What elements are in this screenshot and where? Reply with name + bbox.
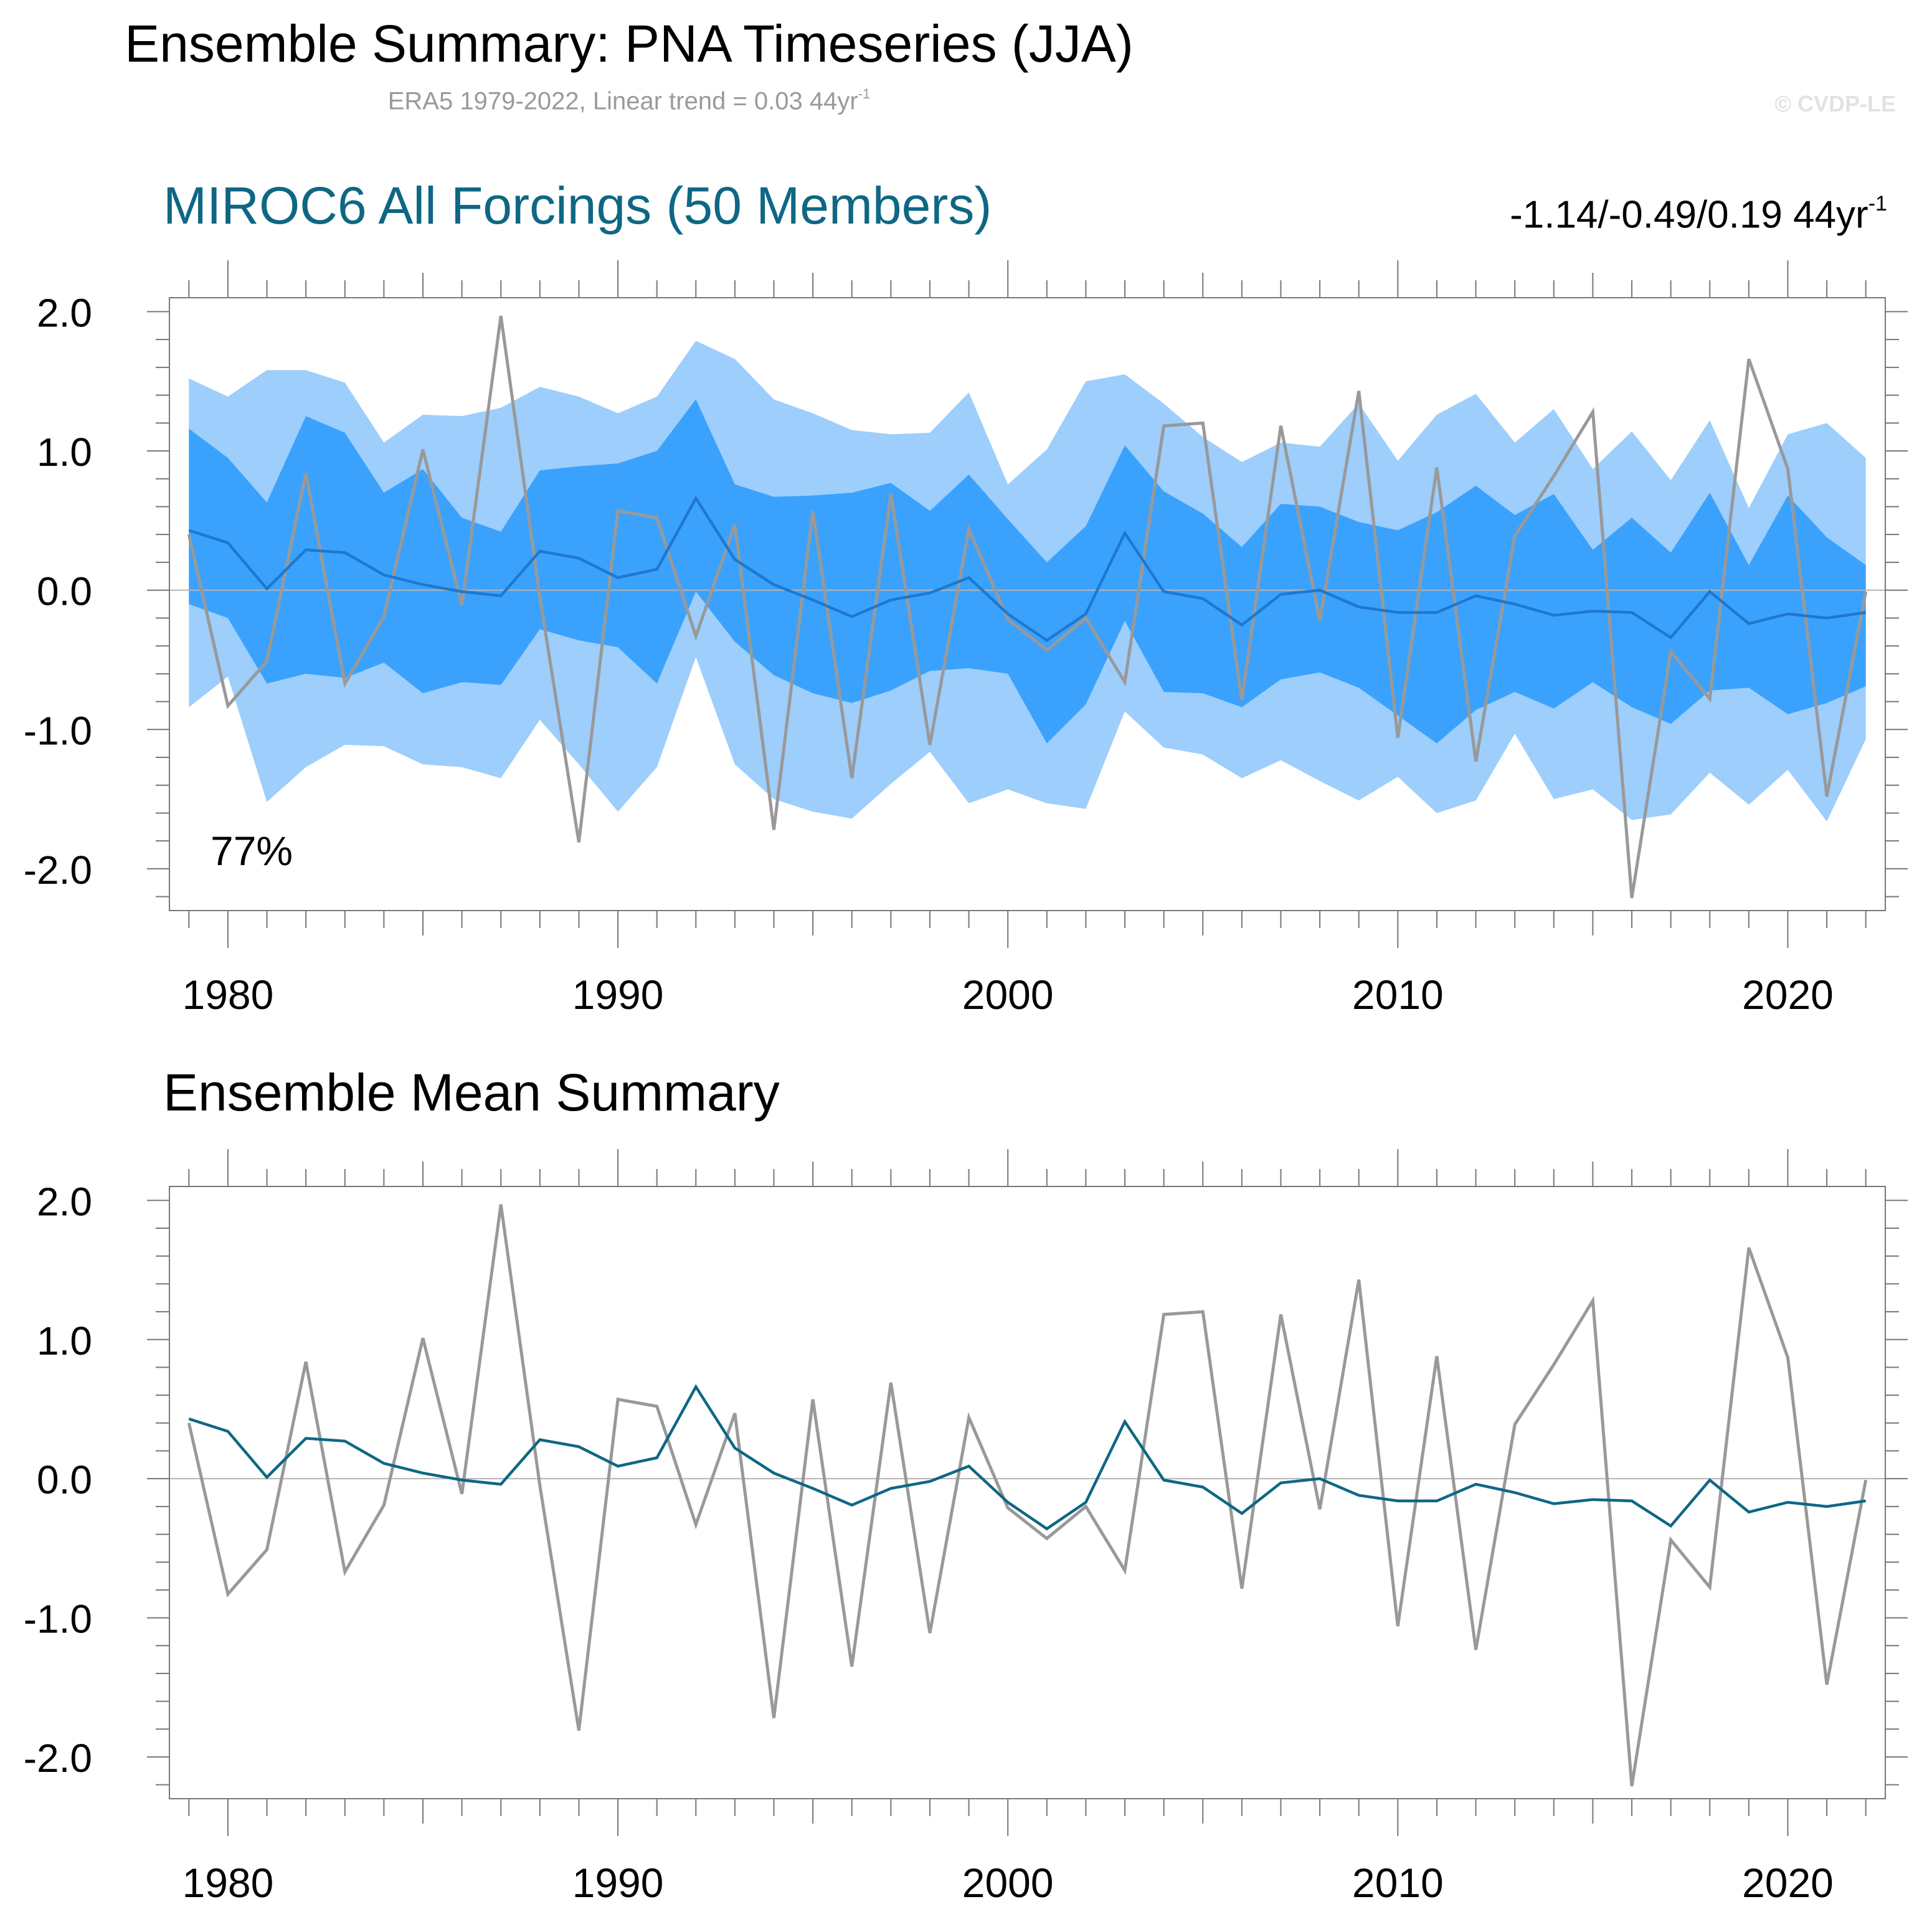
panel-2-y-tick-label: -1.0	[24, 1597, 92, 1642]
panel-1-trend-summary: -1.14/-0.49/0.19 44yr-1	[1510, 192, 1887, 237]
panel-1-x-tick-label: 1980	[182, 972, 274, 1018]
panel-1-band-inner	[189, 399, 1866, 744]
panel-2-y-tick-label: 0.0	[37, 1457, 92, 1502]
panel-2-x-tick-label: 1980	[182, 1860, 274, 1906]
copyright-label: © CVDP-LE	[1774, 91, 1896, 116]
panel-1-title: MIROC6 All Forcings (50 Members)	[163, 176, 992, 235]
subtitle-text: ERA5 1979-2022, Linear trend = 0.03 44yr	[387, 87, 858, 115]
panel-1-y-tick-label: -1.0	[24, 708, 92, 753]
figure-subtitle: ERA5 1979-2022, Linear trend = 0.03 44yr…	[0, 86, 1258, 116]
panel-2-y-tick-label: -2.0	[24, 1736, 92, 1781]
figure-title: Ensemble Summary: PNA Timeseries (JJA)	[125, 14, 1134, 73]
panel-1-x-tick-label: 2010	[1352, 972, 1444, 1018]
panel-1-x-tick-label: 1990	[572, 972, 664, 1018]
panel-1-y-tick-label: 1.0	[37, 430, 92, 475]
panel-2-observations-line	[187, 1204, 1868, 1787]
panel-1-frame	[169, 297, 1886, 911]
panel-2-x-tick-label: 1990	[572, 1860, 664, 1906]
panel-2-x-tick-label: 2020	[1742, 1860, 1834, 1906]
panel-1-percentage-annotation: 77%	[211, 828, 293, 874]
panel-1-x-tick-label: 2020	[1742, 972, 1834, 1018]
panel-1-y-tick-label: -2.0	[24, 848, 92, 892]
panel-1-y-tick-label: 2.0	[37, 290, 92, 335]
panel-2-frame	[169, 1186, 1886, 1799]
panel-2-ensemble-mean-line	[188, 1384, 1867, 1531]
panel-2-x-tick-label: 2010	[1352, 1860, 1444, 1906]
trend-text: -1.14/-0.49/0.19 44yr	[1510, 193, 1868, 237]
panel-1-ensemble-mean-line	[188, 495, 1867, 642]
trend-exponent: -1	[1868, 192, 1887, 215]
panel-1-y-tick-label: 0.0	[37, 569, 92, 614]
panel-1-x-tick-label: 2000	[962, 972, 1054, 1018]
subtitle-exponent: -1	[858, 86, 871, 102]
panel-2-y-tick-label: 2.0	[37, 1179, 92, 1224]
panel-2-y-tick-label: 1.0	[37, 1319, 92, 1363]
panel-2-x-tick-label: 2000	[962, 1860, 1054, 1906]
panel-1-observations-line	[187, 315, 1868, 899]
panel-2-title: Ensemble Mean Summary	[163, 1063, 780, 1122]
